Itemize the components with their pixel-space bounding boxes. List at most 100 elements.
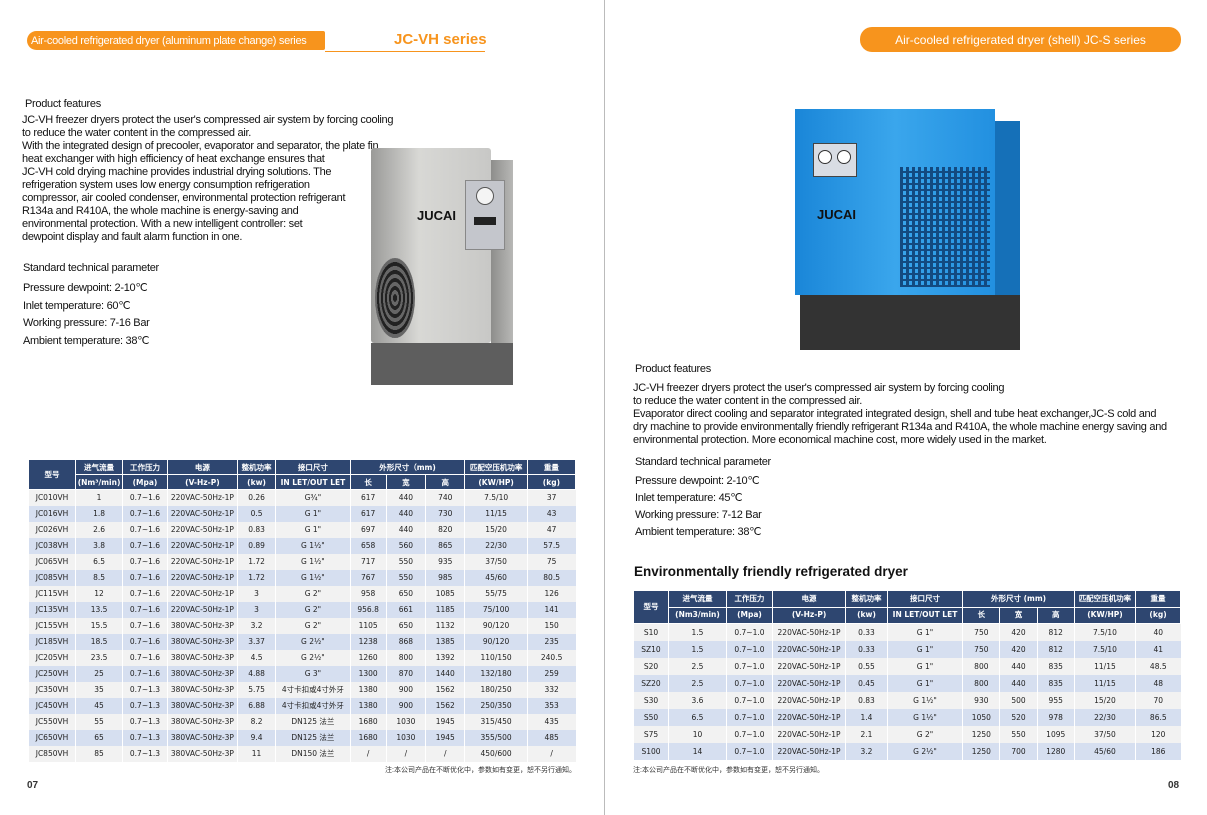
series-title: JC-VH series: [394, 31, 487, 48]
table-cell: 2.5: [668, 675, 727, 692]
table-cell: 1050: [962, 709, 1000, 726]
table-cell: 6.88: [236, 698, 276, 714]
table-cell: 550: [999, 726, 1038, 743]
table-cell: 45/60: [1073, 743, 1136, 760]
table-row: SZ20 2.5 0.7~1.0 220VAC-50Hz-1P 0.45 G 1" 800 4…: [633, 675, 1181, 692]
table-cell: 2.5: [668, 658, 727, 675]
table-cell: G 2": [886, 726, 963, 743]
table-cell: 0.83: [236, 522, 276, 538]
param-line: Working pressure: 7-12 Bar: [635, 509, 762, 521]
param-line: Inlet temperature: 60℃: [23, 299, 131, 312]
table-row: JC115VH 12 0.7~1.6 220VAC-50Hz-1P 3 G 2" 958 65…: [27, 586, 576, 602]
table-cell: 126: [526, 586, 576, 602]
feature-line: R134a and R410A, the whole machine is en…: [22, 205, 299, 217]
table-cell: 955: [1036, 692, 1075, 709]
table-cell: G 1": [275, 522, 351, 538]
params-heading: Standard technical parameter: [635, 456, 771, 468]
table-row: JC450VH 45 0.7~1.3 380VAC-50Hz-3P 6.88 4寸卡扣或4…: [27, 698, 576, 714]
table-cell: 220VAC-50Hz-1P: [771, 692, 846, 709]
table-cell: 380VAC-50Hz-3P: [166, 650, 238, 666]
table-row: JC155VH 15.5 0.7~1.6 380VAC-50Hz-3P 3.2 G 2" 1…: [27, 618, 576, 634]
table-cell: 380VAC-50Hz-3P: [166, 730, 238, 746]
table-cell: 18.5: [75, 634, 123, 650]
table-cell: 315/450: [464, 714, 528, 730]
column-subheader: 宽: [999, 606, 1038, 624]
column-header: 进气流量: [668, 590, 727, 608]
table-cell: 0.7~1.0: [725, 623, 773, 641]
table-cell: JC650VH: [27, 730, 76, 746]
jc-s-spec-table: 型号 进气流量 工作压力 电源 整机功率 接口尺寸 外形尺寸 (mm) 匹配空压机功率 重量 (N…: [633, 590, 1181, 760]
table-cell: DN125 法兰: [275, 714, 351, 730]
table-cell: 3.8: [75, 538, 123, 554]
table-row: S75 10 0.7~1.0 220VAC-50Hz-1P 2.1 G 2" 1250 550…: [633, 726, 1181, 743]
table-cell: 1945: [425, 714, 465, 730]
table-cell: 3.37: [236, 634, 276, 650]
params-list: Pressure dewpoint: 2-10℃ Inlet temperatur…: [635, 473, 762, 541]
table-cell: 55/75: [464, 586, 528, 602]
table-cell: 935: [425, 554, 465, 570]
column-subheader: 高: [1036, 606, 1075, 624]
table-cell: 220VAC-50Hz-1P: [166, 506, 238, 522]
table-cell: JC250VH: [27, 666, 76, 682]
table-cell: 15/20: [464, 522, 528, 538]
table-cell: 0.7~1.0: [725, 726, 773, 743]
table-cell: 1680: [349, 714, 387, 730]
gauge-icon: [837, 150, 851, 164]
table-cell: 0.26: [236, 489, 276, 506]
table-cell: 800: [962, 658, 1000, 675]
column-header: 进气流量: [75, 459, 124, 475]
table-cell: JC350VH: [27, 682, 76, 698]
table-cell: 1185: [425, 602, 465, 618]
vent-grille-icon: [900, 167, 990, 287]
table-cell: 3.2: [236, 618, 276, 634]
table-cell: JC205VH: [27, 650, 76, 666]
title-underline: [325, 51, 485, 52]
table-cell: 0.7~1.6: [122, 522, 168, 538]
table-cell: 958: [349, 586, 387, 602]
feature-line: environmental protection. With a new int…: [22, 218, 303, 230]
table-cell: 380VAC-50Hz-3P: [166, 714, 238, 730]
table-cell: 0.7~1.0: [725, 743, 773, 760]
table-cell: G 2½": [886, 743, 963, 760]
table-cell: 661: [385, 602, 426, 618]
table-cell: 1030: [385, 714, 426, 730]
table-cell: 48: [1135, 675, 1181, 692]
table-cell: G 1": [275, 506, 351, 522]
column-subheader: (kw): [845, 606, 888, 624]
table-cell: S20: [633, 658, 669, 675]
table-cell: 86.5: [1135, 709, 1181, 726]
column-header: 型号: [27, 459, 77, 490]
table-cell: 0.7~1.6: [122, 602, 168, 618]
table-cell: G 2½": [275, 650, 351, 666]
table-cell: 1280: [1036, 743, 1075, 760]
table-cell: 0.7~1.6: [122, 618, 168, 634]
params-list: Pressure dewpoint: 2-10℃ Inlet temperatur…: [23, 280, 150, 350]
table-row: JC016VH 1.8 0.7~1.6 220VAC-50Hz-1P 0.5 G 1" 61…: [27, 506, 576, 522]
table-cell: JC185VH: [27, 634, 76, 650]
column-subheader: (KW/HP): [464, 474, 528, 490]
table-cell: 353: [526, 698, 576, 714]
column-subheader: 长: [962, 606, 1001, 624]
table-cell: 978: [1036, 709, 1075, 726]
table-cell: G 3": [275, 666, 351, 682]
table-cell: 15/20: [1073, 692, 1136, 709]
table-cell: 985: [425, 570, 465, 586]
table-cell: 3: [236, 602, 276, 618]
right-banner: Air-cooled refrigerated dryer (shell) JC…: [860, 27, 1181, 52]
table-cell: 865: [425, 538, 465, 554]
table-cell: 800: [962, 675, 1000, 692]
table-cell: 1945: [425, 730, 465, 746]
table-row: JC250VH 25 0.7~1.6 380VAC-50Hz-3P 4.88 G 3" 13…: [27, 666, 576, 682]
table-cell: 0.7~1.6: [122, 506, 168, 522]
column-subheader: 宽: [385, 474, 427, 490]
table-cell: 2.1: [845, 726, 888, 743]
column-header: 接口尺寸: [886, 590, 964, 608]
table-cell: 355/500: [464, 730, 528, 746]
table-row: S10 1.5 0.7~1.0 220VAC-50Hz-1P 0.33 G 1" 750 42…: [633, 623, 1181, 641]
table-cell: 22/30: [1073, 709, 1136, 726]
table-cell: G 2": [275, 618, 351, 634]
table-cell: JC038VH: [27, 538, 76, 554]
column-header: 电源: [166, 459, 238, 475]
feature-line: JC-VH cold drying machine provides indus…: [22, 166, 332, 178]
table-cell: 6.5: [75, 554, 123, 570]
